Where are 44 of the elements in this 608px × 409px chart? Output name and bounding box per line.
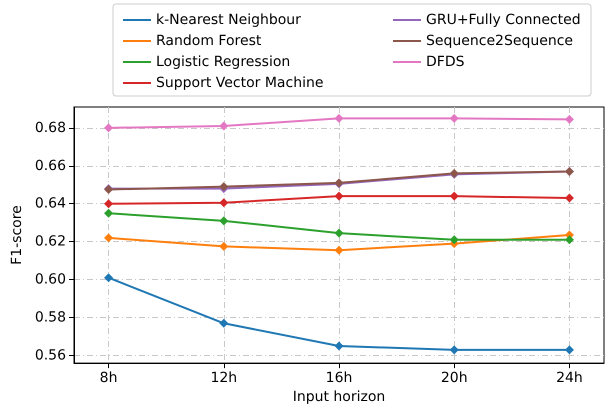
- point: [564, 194, 574, 203]
- legend-label: DFDS: [426, 54, 465, 70]
- y-tick-label: 0.56: [34, 348, 66, 364]
- point: [104, 123, 114, 132]
- point: [450, 345, 459, 354]
- point: [104, 233, 114, 242]
- point: [334, 228, 344, 238]
- legend-label: Sequence2Sequence: [426, 33, 574, 49]
- x-axis-title: Input horizon: [292, 389, 386, 405]
- y-tick-label: 0.68: [34, 120, 66, 136]
- y-tick-label: 0.64: [34, 196, 66, 212]
- y-tick-label: 0.60: [34, 272, 66, 288]
- point: [334, 342, 344, 351]
- point: [450, 192, 459, 201]
- y-tick-label: 0.66: [34, 158, 66, 174]
- legend-label: Logistic Regression: [156, 54, 290, 70]
- point: [219, 198, 228, 208]
- point: [219, 318, 228, 328]
- point: [450, 235, 459, 244]
- x-tick-label: 12h: [210, 370, 238, 386]
- x-tick-label: 20h: [440, 370, 468, 386]
- y-axis-title: F1-score: [8, 205, 25, 265]
- point: [450, 114, 459, 123]
- legend-label: Random Forest: [156, 33, 262, 49]
- point: [104, 208, 114, 218]
- point: [104, 199, 114, 208]
- legend-label: GRU+Fully Connected: [426, 12, 581, 28]
- point: [564, 235, 574, 244]
- y-tick-label: 0.62: [34, 234, 66, 250]
- point: [219, 216, 228, 226]
- point: [334, 246, 344, 255]
- point: [564, 114, 574, 124]
- x-tick-label: 8h: [100, 370, 118, 386]
- point: [104, 273, 114, 282]
- legend-label: k-Nearest Neighbour: [156, 12, 302, 28]
- y-tick-label: 0.58: [34, 310, 66, 326]
- point: [564, 345, 574, 354]
- legend-label: Support Vector Machine: [156, 75, 324, 91]
- point: [334, 114, 344, 123]
- x-tick-label: 24h: [556, 370, 583, 386]
- x-tick-label: 16h: [326, 370, 352, 386]
- point: [219, 242, 228, 251]
- point: [219, 121, 228, 130]
- point: [334, 192, 344, 201]
